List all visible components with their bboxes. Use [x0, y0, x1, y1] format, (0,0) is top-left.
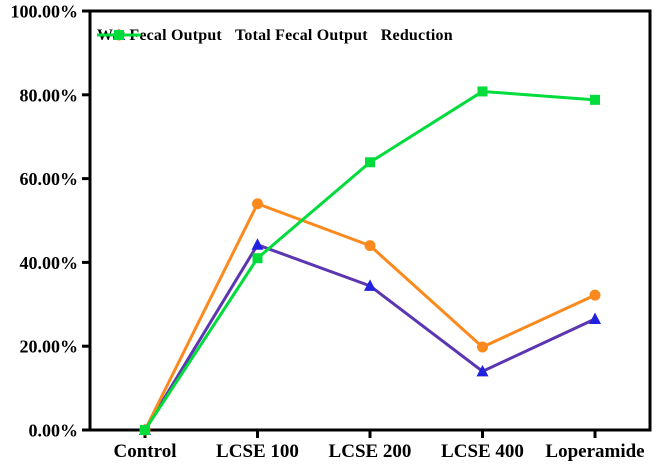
data-point-wet-fecal-output-lcse-100: [251, 238, 264, 250]
legend-item-total-fecal-output: Total Fecal Output: [97, 27, 368, 45]
series-line-wet-fecal-output: [143, 243, 596, 431]
series-line-reduction: [143, 89, 596, 431]
data-point-reduction-control: [140, 425, 150, 435]
y-axis-tick-label: 40.00%: [20, 253, 79, 273]
y-axis-tick-label: 20.00%: [20, 337, 79, 357]
chart-legend: Wet Fecal Output Total Fecal Output Reduct…: [97, 27, 453, 45]
data-point-total-fecal-output-loperamide: [589, 289, 601, 301]
x-axis-tick-label-lcse-100: LCSE 100: [216, 441, 299, 462]
x-axis-tick-label-control: Control: [114, 441, 177, 462]
legend-label: Wet Fecal Output: [97, 27, 222, 44]
data-point-total-fecal-output-lcse-100: [252, 198, 263, 210]
data-point-total-fecal-output-lcse-200: [364, 240, 376, 252]
data-point-wet-fecal-output-lcse-400: [476, 364, 489, 377]
series-wet-fecal-output: [139, 238, 601, 435]
legend-label: Total Fecal Output: [234, 27, 368, 44]
data-point-reduction-lcse-100: [252, 253, 263, 264]
data-point-wet-fecal-output-lcse-200: [364, 279, 376, 291]
legend-label: Reduction: [380, 27, 453, 44]
data-point-total-fecal-output-lcse-400: [477, 341, 488, 353]
data-point-reduction-loperamide: [590, 94, 600, 105]
plot-frame: [88, 9, 652, 432]
x-axis-tick-label-lcse-400: LCSE 400: [441, 441, 524, 462]
y-axis-tick-label: 0.00%: [29, 421, 79, 441]
y-axis-tick-label: 80.00%: [20, 85, 79, 105]
legend-marker-reduction: [114, 30, 124, 40]
data-point-reduction-lcse-200: [365, 157, 375, 168]
legend-item-reduction: Reduction: [97, 27, 453, 45]
y-axis-tick-label: 60.00%: [20, 169, 79, 189]
legend-square-marker-icon: [97, 30, 141, 40]
data-point-wet-fecal-output-loperamide: [589, 312, 601, 324]
x-axis-tick-label-loperamide: Loperamide: [545, 441, 644, 462]
series-total-fecal-output: [139, 198, 601, 436]
series-reduction: [140, 86, 600, 435]
data-point-reduction-lcse-400: [477, 86, 488, 97]
x-axis-tick-label-lcse-200: LCSE 200: [329, 441, 412, 462]
y-axis-tick-label: 100.00%: [11, 2, 79, 22]
